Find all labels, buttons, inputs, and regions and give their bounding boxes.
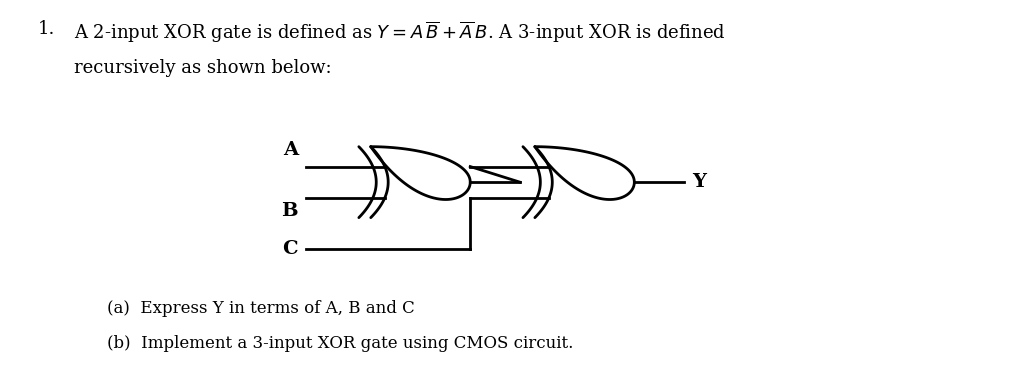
Text: A: A	[283, 140, 298, 159]
Text: (a)  Express Y in terms of A, B and C: (a) Express Y in terms of A, B and C	[108, 300, 415, 317]
Text: Y: Y	[692, 173, 706, 191]
Text: C: C	[283, 240, 298, 258]
Text: (b)  Implement a 3-input XOR gate using CMOS circuit.: (b) Implement a 3-input XOR gate using C…	[108, 335, 573, 352]
Text: A 2-input XOR gate is defined as $Y = A\,\overline{B}+\overline{A}\,B$. A 3-inpu: A 2-input XOR gate is defined as $Y = A\…	[75, 19, 726, 45]
Text: 1.: 1.	[38, 19, 55, 38]
Text: recursively as shown below:: recursively as shown below:	[75, 59, 332, 77]
Text: B: B	[282, 202, 298, 220]
